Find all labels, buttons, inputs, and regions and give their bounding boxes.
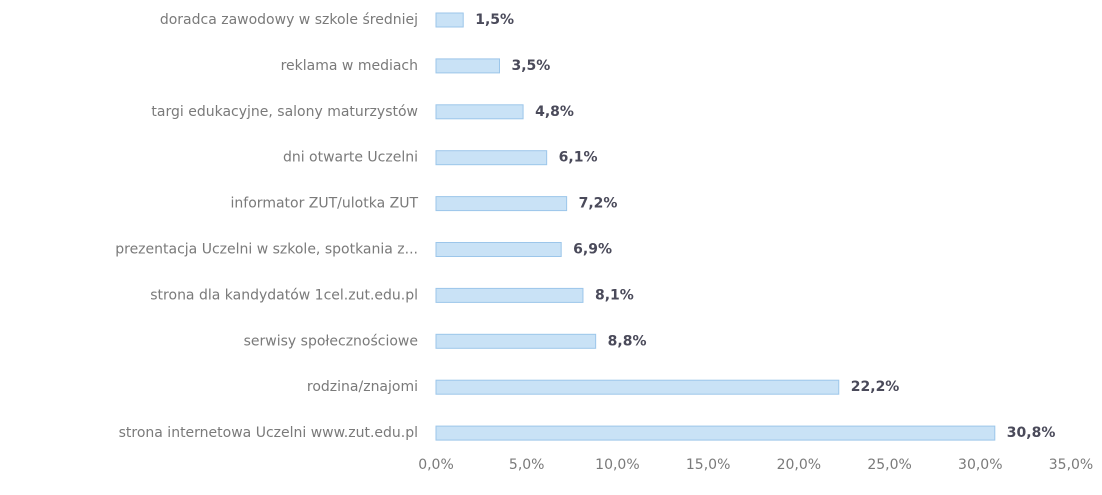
value-label: 6,9% (573, 242, 612, 258)
category-label: strona internetowa Uczelni www.zut.edu.p… (119, 425, 418, 441)
bar (435, 379, 840, 395)
category-label: informator ZUT/ulotka ZUT (231, 196, 419, 212)
value-label: 7,2% (579, 196, 618, 212)
category-label: targi edukacyjne, salony maturzystów (151, 104, 418, 120)
category-label: serwisy społecznościowe (244, 333, 418, 349)
bar (435, 287, 584, 303)
category-label: reklama w mediach (281, 58, 418, 74)
bar (435, 196, 568, 212)
bar (435, 150, 548, 166)
category-label: prezentacja Uczelni w szkole, spotkania … (115, 242, 418, 258)
category-label: strona dla kandydatów 1cel.zut.edu.pl (150, 287, 418, 303)
x-tick-label: 25,0% (867, 457, 911, 473)
value-label: 8,8% (608, 333, 647, 349)
value-label: 6,1% (559, 150, 598, 166)
bar (435, 58, 500, 74)
bar (435, 333, 597, 349)
value-label: 1,5% (475, 12, 514, 28)
x-tick-label: 30,0% (958, 457, 1002, 473)
x-tick-label: 0,0% (418, 457, 454, 473)
x-tick-label: 20,0% (777, 457, 821, 473)
bar (435, 242, 562, 257)
x-tick-label: 10,0% (595, 457, 639, 473)
value-label: 8,1% (595, 287, 634, 303)
value-label: 4,8% (535, 104, 574, 120)
bar (435, 104, 524, 120)
x-tick-label: 5,0% (509, 457, 545, 473)
x-tick-label: 35,0% (1049, 457, 1093, 473)
category-label: doradca zawodowy w szkole średniej (160, 12, 418, 28)
value-label: 30,8% (1007, 425, 1056, 441)
bar (435, 12, 464, 28)
x-tick-label: 15,0% (686, 457, 730, 473)
value-label: 3,5% (512, 58, 551, 74)
bar (435, 425, 996, 441)
value-label: 22,2% (851, 379, 900, 395)
category-label: rodzina/znajomi (307, 379, 418, 395)
category-label: dni otwarte Uczelni (283, 150, 418, 166)
